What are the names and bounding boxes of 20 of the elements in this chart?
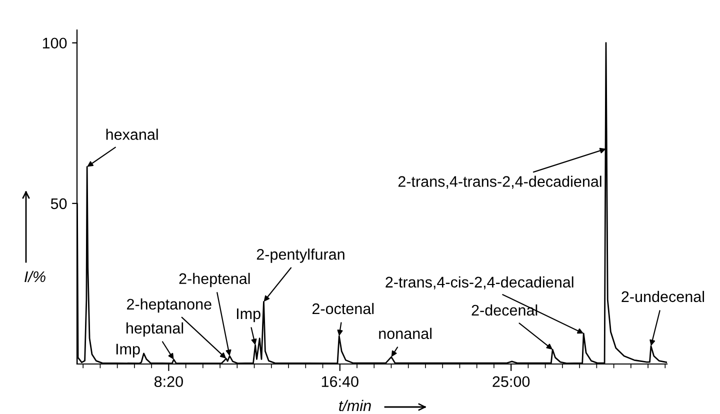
- annotation: 2-undecenal: [622, 290, 704, 302]
- annotation: 2-trans,4-trans-2,4-decadienal: [398, 176, 602, 189]
- annotation: 2-pentylfuran: [256, 248, 344, 263]
- y-axis-title: I/%: [24, 270, 46, 282]
- annotation: nonanal: [379, 328, 432, 340]
- annotation: heptanal: [126, 322, 184, 337]
- annotation: 2-octenal: [312, 302, 374, 314]
- annotation: 2-heptenal: [179, 272, 250, 288]
- annotation: Imp: [116, 344, 140, 358]
- x-tick-label: 25:00: [492, 376, 530, 388]
- x-tick-label: 16:40: [322, 376, 358, 388]
- annotation: 2-trans,4-cis-2,4-decadienal: [386, 276, 574, 290]
- annotation: Imp: [236, 308, 260, 322]
- annotation: hexanal: [106, 128, 158, 140]
- x-axis-title: t/min: [339, 400, 371, 412]
- x-tick-label: 8:20: [154, 376, 183, 388]
- annotation: 2-heptanone: [127, 298, 212, 313]
- y-tick-label: 100: [42, 38, 67, 49]
- y-tick-label: 50: [50, 198, 67, 210]
- annotation: 2-decenal: [472, 304, 538, 316]
